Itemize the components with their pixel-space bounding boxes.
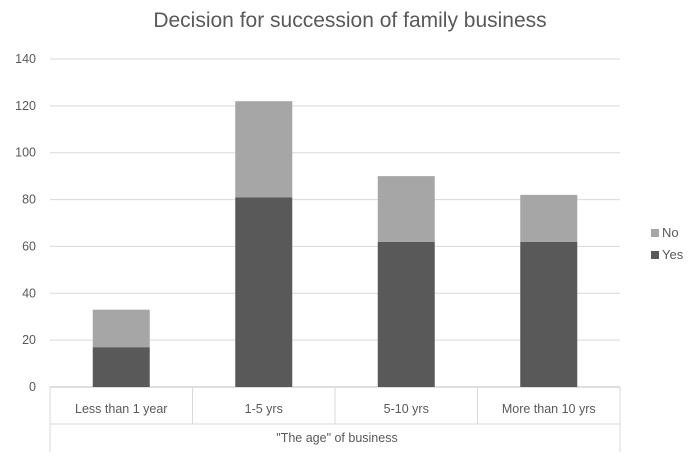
bar-no [235, 101, 293, 198]
bar-no [520, 194, 578, 242]
bars [92, 101, 578, 387]
bar-yes [235, 197, 293, 387]
x-category-label: More than 10 yrs [502, 402, 596, 416]
y-tick-label: 20 [22, 333, 36, 347]
x-category-label: Less than 1 year [75, 402, 167, 416]
x-axis: Less than 1 year 1-5 yrs 5-10 yrs More than… [49, 387, 621, 452]
bar-no [92, 309, 150, 348]
legend-swatch-no [651, 229, 659, 237]
legend-label-no: No [662, 225, 679, 240]
bar-yes [377, 241, 435, 387]
y-tick-label: 120 [15, 99, 36, 113]
y-tick-label: 80 [22, 193, 36, 207]
y-tick-label: 60 [22, 239, 36, 253]
y-tick-label: 100 [15, 146, 36, 160]
x-category-label: 1-5 yrs [245, 402, 283, 416]
chart-title: Decision for succession of family busine… [153, 9, 546, 32]
x-axis-title: "The age" of business [276, 431, 397, 445]
x-category-label: 5-10 yrs [384, 402, 429, 416]
legend: No Yes [651, 225, 684, 262]
bar-yes [92, 347, 150, 387]
y-tick-label: 40 [22, 286, 36, 300]
y-tick-label: 0 [29, 380, 36, 394]
bar-no [377, 176, 435, 242]
legend-label-yes: Yes [662, 247, 684, 262]
legend-swatch-yes [651, 251, 659, 259]
y-tick-label: 140 [15, 52, 36, 66]
bar-yes [520, 241, 578, 387]
y-axis-ticks: 0 20 40 60 80 100 120 140 [15, 52, 36, 394]
